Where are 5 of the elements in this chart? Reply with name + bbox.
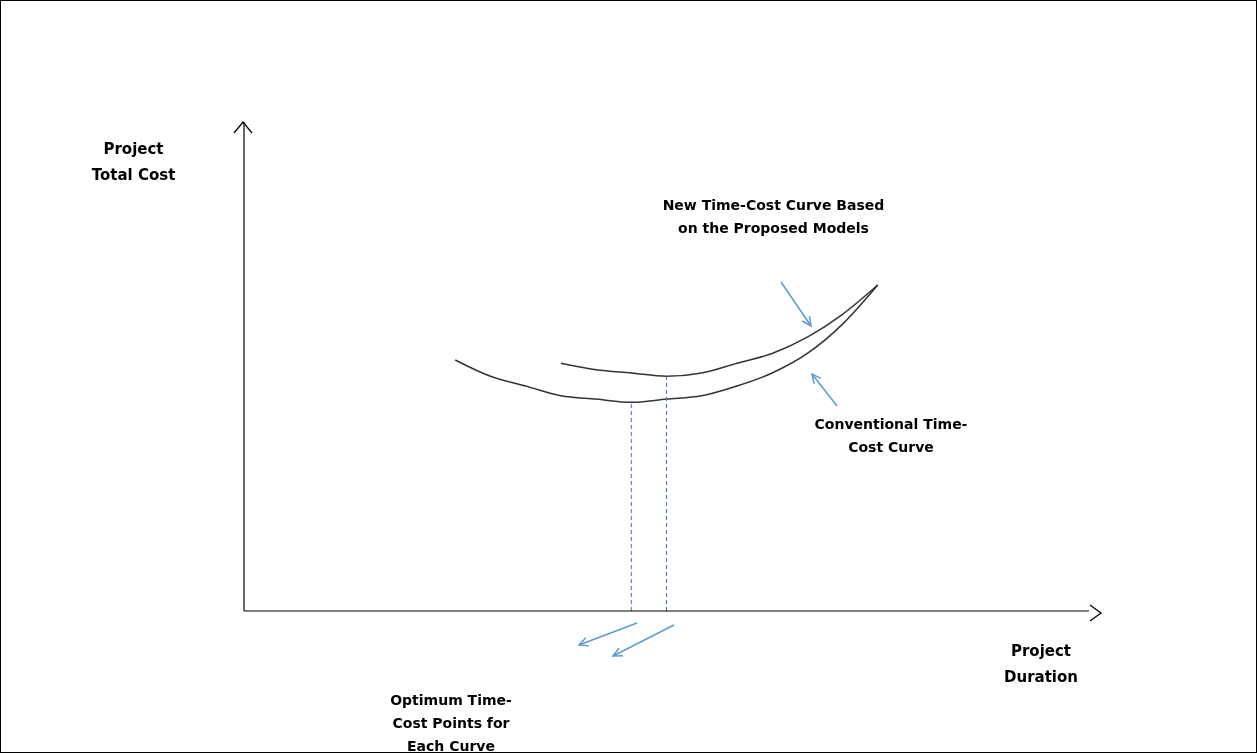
text: Optimum Time-Cost Points for Each Curve [389, 691, 513, 753]
text: New Time-Cost Curve Based on the Proposed Models [661, 196, 886, 238]
annotation: Conventional Time-Cost Curve [813, 415, 969, 457]
x-axis-title: Project Duration [1003, 641, 1079, 688]
text: Project Total Cost [90, 139, 177, 186]
